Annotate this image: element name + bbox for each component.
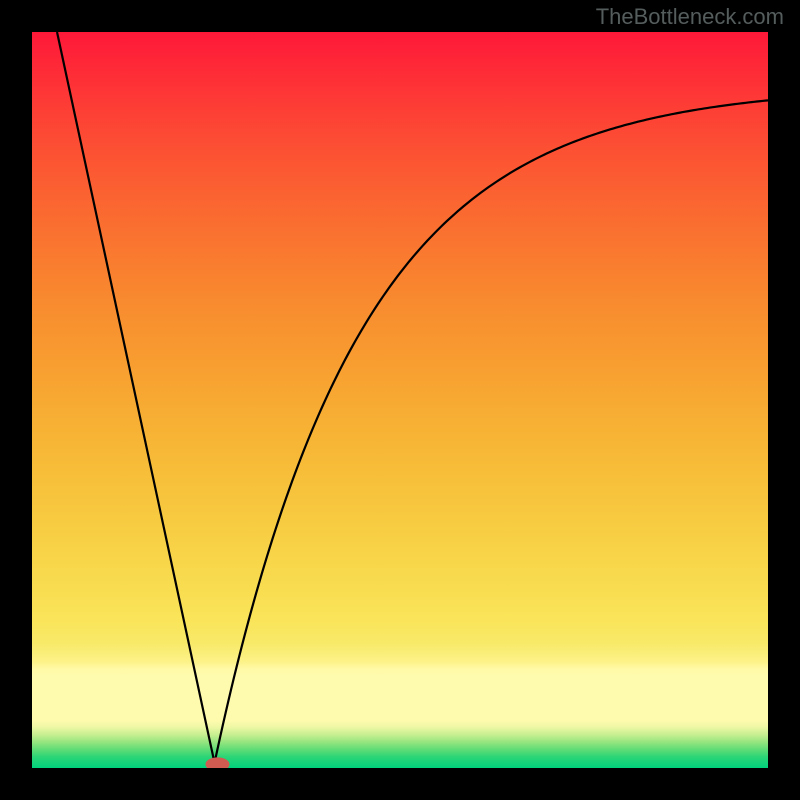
bottleneck-chart — [0, 0, 800, 800]
watermark-text: TheBottleneck.com — [596, 4, 784, 30]
plot-background — [32, 32, 768, 768]
chart-container: TheBottleneck.com — [0, 0, 800, 800]
